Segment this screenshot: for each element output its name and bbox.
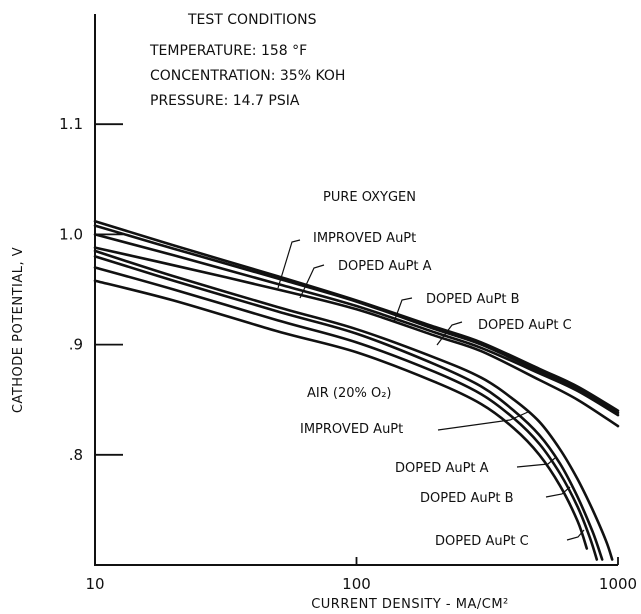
label-oxygen-doped-c: DOPED AuPt C (478, 318, 572, 333)
leader-oxygen-doped-a (299, 264, 325, 299)
x-tick-label: 10 (85, 575, 104, 593)
concentration-condition: CONCENTRATION: 35% KOH (150, 68, 345, 84)
leader-air-doped-a (516, 457, 556, 468)
y-axis-label: CATHODE POTENTIAL, V (11, 247, 26, 413)
y-tick-label: .9 (69, 336, 83, 354)
series-line-air-doped-aupt-a (93, 255, 604, 561)
y-tick-label: .8 (69, 446, 83, 464)
series-line-oxygen-doped-aupt-c (93, 246, 620, 428)
leader-oxygen-improved (277, 239, 301, 289)
pressure-condition: PRESSURE: 14.7 PSIA (150, 93, 300, 109)
x-tick-label: 100 (342, 575, 371, 593)
leader-air-doped-b (545, 486, 571, 498)
leader-oxygen-doped-c (436, 321, 463, 346)
series-line-oxygen-doped-aupt-a (93, 224, 620, 415)
group-label-air: AIR (20% O₂) (307, 386, 392, 401)
label-oxygen-doped-b: DOPED AuPt B (426, 292, 520, 307)
label-air-doped-c: DOPED AuPt C (435, 534, 529, 549)
leader-oxygen-doped-b (393, 297, 413, 323)
y-ticks: .8 .9 1.0 1.1 (59, 115, 123, 464)
series-line-oxygen-doped-aupt-b (93, 233, 620, 417)
label-air-doped-b: DOPED AuPt B (420, 491, 514, 506)
series-line-air-doped-aupt-b (93, 266, 599, 561)
y-tick-label: 1.0 (59, 225, 83, 243)
label-oxygen-doped-a: DOPED AuPt A (338, 259, 432, 274)
x-axis-label: CURRENT DENSITY - MA/CM² (311, 597, 509, 612)
leader-air-improved (437, 411, 529, 431)
test-conditions-title: TEST CONDITIONS (187, 12, 317, 28)
y-tick-label: 1.1 (59, 115, 83, 133)
x-tick-label: 1000 (599, 575, 637, 593)
test-conditions: TEST CONDITIONS TEMPERATURE: 158 °F CONC… (149, 12, 345, 109)
label-oxygen-improved: IMPROVED AuPt (313, 231, 416, 246)
series-line-air-doped-aupt-c (93, 279, 589, 550)
series-line-oxygen-improved-aupt (93, 219, 620, 412)
series-curves (93, 219, 620, 561)
x-ticks: 10 100 1000 (85, 557, 637, 593)
label-air-doped-a: DOPED AuPt A (395, 461, 489, 476)
group-label-oxygen: PURE OXYGEN (323, 190, 416, 205)
label-air-improved: IMPROVED AuPt (300, 422, 403, 437)
leader-air-doped-c (566, 529, 585, 541)
temperature-condition: TEMPERATURE: 158 °F (149, 43, 307, 59)
series-line-air-improved-aupt (93, 249, 614, 561)
